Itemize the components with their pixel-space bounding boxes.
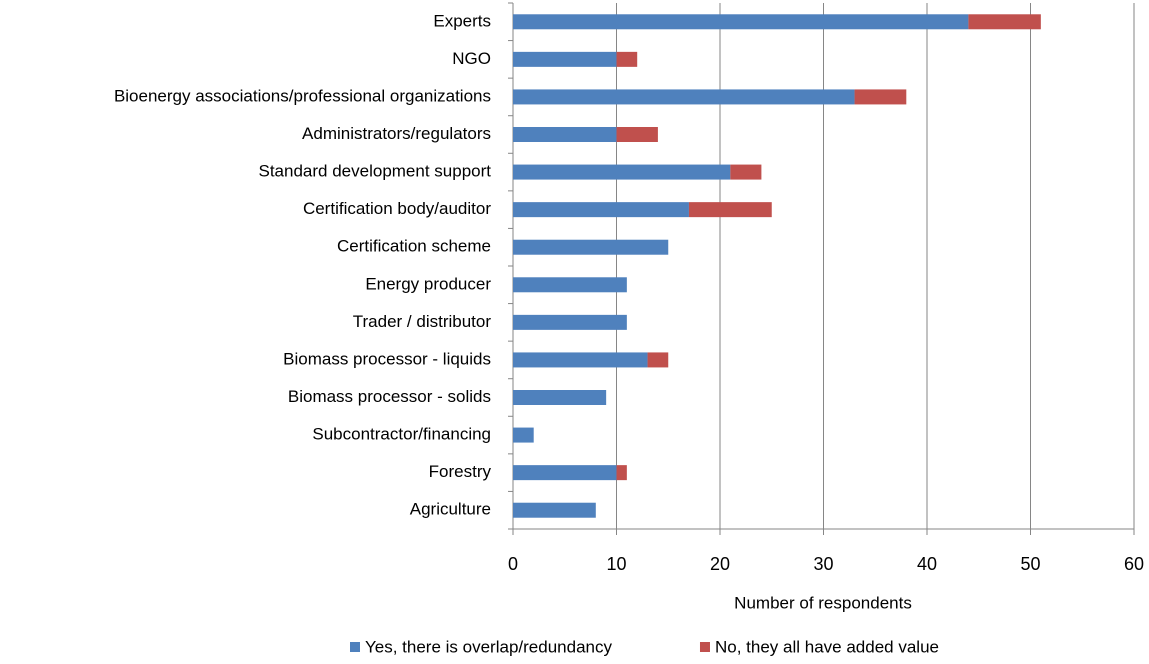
y-tick-label: Certification scheme — [337, 237, 491, 256]
legend-swatch — [699, 642, 710, 652]
y-tick-label: Certification body/auditor — [303, 199, 491, 218]
bar-segment — [616, 51, 638, 67]
y-tick-label: Agriculture — [410, 500, 491, 519]
bar-segment — [513, 164, 731, 180]
bar-segment — [616, 465, 627, 481]
y-tick-label: Standard development support — [259, 162, 492, 181]
x-tick-label: 20 — [710, 554, 730, 574]
bar-segment — [688, 202, 772, 218]
bar-segment — [513, 51, 617, 67]
bar-segment — [730, 164, 762, 180]
bar-segment — [513, 427, 534, 443]
bar-segment — [513, 239, 669, 255]
legend-swatch — [350, 642, 360, 652]
y-tick-label: Forestry — [429, 462, 492, 481]
y-tick-label: Bioenergy associations/professional orga… — [114, 86, 491, 105]
bar-segment — [513, 277, 627, 293]
legend-label: Yes, there is overlap/redundancy — [365, 637, 612, 656]
bar-segment — [616, 127, 658, 142]
y-tick-label: Experts — [433, 11, 491, 30]
x-axis-title: Number of respondents — [734, 593, 912, 612]
y-tick-label: Administrators/regulators — [302, 124, 491, 143]
x-tick-label: 30 — [813, 554, 833, 574]
bar-segment — [513, 202, 689, 218]
y-tick-label: Biomass processor - solids — [288, 387, 491, 406]
bar-segment — [513, 502, 596, 518]
bar-segment — [513, 352, 648, 368]
y-tick-label: Subcontractor/financing — [312, 425, 491, 444]
bar-segment — [513, 14, 969, 30]
bar-segment — [513, 127, 617, 142]
legend-label: No, they all have added value — [715, 637, 939, 656]
y-tick-label: Biomass processor - liquids — [283, 349, 491, 368]
x-tick-label: 10 — [606, 554, 626, 574]
y-tick-label: Energy producer — [365, 274, 491, 293]
bar-segment — [647, 352, 669, 368]
x-tick-label: 0 — [508, 554, 518, 574]
x-tick-label: 40 — [917, 554, 937, 574]
bar-segment — [854, 89, 907, 105]
x-tick-label: 50 — [1020, 554, 1040, 574]
y-tick-label: NGO — [452, 49, 491, 68]
bar-segment — [513, 314, 627, 330]
bar-segment — [513, 465, 617, 481]
y-tick-label: Trader / distributor — [353, 312, 492, 331]
x-tick-label: 60 — [1124, 554, 1144, 574]
bar-segment — [513, 390, 607, 405]
bar-segment — [968, 14, 1041, 30]
bar-segment — [513, 89, 855, 105]
